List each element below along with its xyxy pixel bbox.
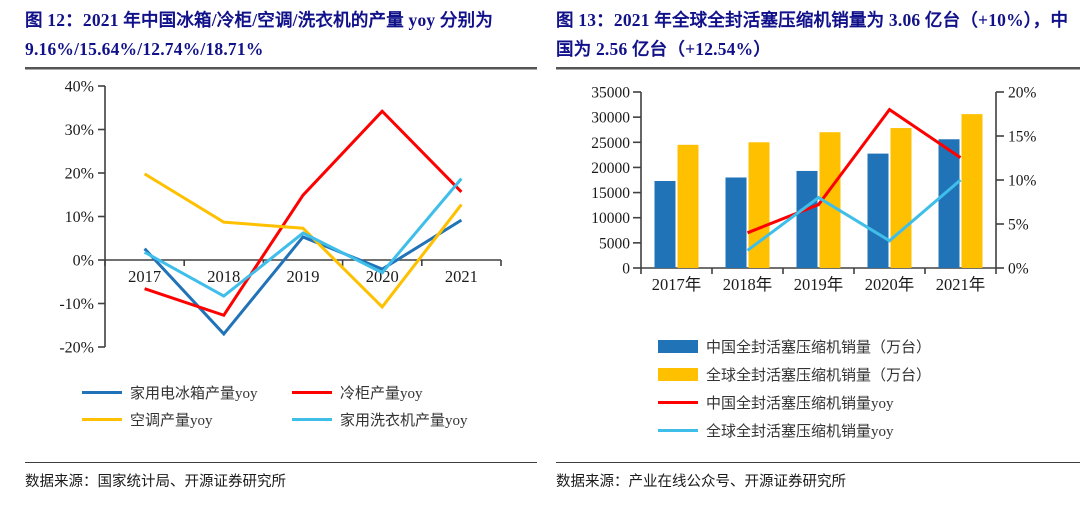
figure-12-title-rule xyxy=(25,67,537,70)
y-axis-tick-label: 20% xyxy=(65,166,94,183)
legend-label: 冷柜产量yoy xyxy=(340,385,423,402)
figure-13-legend: 中国全封活塞压缩机销量（万台） 全球全封活塞压缩机销量（万台） 中国全封活塞压缩机销… xyxy=(658,338,1080,440)
legend-label: 家用电冰箱产量yoy xyxy=(130,385,258,402)
legend-item-0: 中国全封活塞压缩机销量（万台） xyxy=(658,338,1080,356)
x-axis-tick-label: 2017 xyxy=(128,267,161,286)
legend-line-swatch xyxy=(658,428,698,432)
legend-item-3: 家用洗衣机产量yoy xyxy=(292,411,537,429)
bar-series-0-item-2 xyxy=(796,170,818,268)
y-axis-tick-label: 10% xyxy=(65,209,94,226)
legend-item-2: 空调产量yoy xyxy=(82,411,292,429)
legend-item-1: 冷柜产量yoy xyxy=(292,384,537,402)
line-series-3 xyxy=(143,177,463,298)
right-y-axis-tick-label: 5% xyxy=(1008,217,1029,234)
legend-label: 中国全封活塞压缩机销量yoy xyxy=(706,395,894,412)
figure-13-source-block: 数据来源：产业在线公众号、开源证券研究所 xyxy=(556,462,1080,491)
right-y-axis-tick-label: 20% xyxy=(1008,85,1037,102)
legend-label: 家用洗衣机产量yoy xyxy=(340,412,468,429)
left-y-axis-tick-label: 5000 xyxy=(599,235,630,252)
figure-12-title: 图 12：2021 年中国冰箱/冷柜/空调/洗衣机的产量 yoy 分别为 9.1… xyxy=(25,10,494,59)
figure-12-legend: 家用电冰箱产量yoy 冷柜产量yoy 空调产量yoy 家用洗衣机产量yoy xyxy=(82,384,537,429)
right-y-axis-tick-label: 15% xyxy=(1008,129,1037,146)
figure-13-title-rule xyxy=(556,67,1080,70)
legend-label: 全球全封活塞压缩机销量（万台） xyxy=(706,367,932,384)
legend-line-swatch xyxy=(82,390,122,394)
figure-12-line-chart: 40% 30% 20% 10% 0% -10% -20% 2017 2018 2019 2020 20… xyxy=(59,79,502,357)
left-y-axis-tick-label: 0 xyxy=(622,261,630,278)
x-axis-tick-label: 2021年 xyxy=(936,275,986,294)
x-axis-tick-label: 2020 xyxy=(366,267,399,286)
line-series-2 xyxy=(143,172,463,310)
bar-series-0-item-1 xyxy=(725,177,747,268)
left-y-axis-tick-label: 10000 xyxy=(591,210,630,227)
x-axis-tick-label: 2021 xyxy=(445,267,478,286)
left-y-axis-tick-label: 15000 xyxy=(591,185,630,202)
yoy-line-series-1 xyxy=(746,178,962,252)
right-y-axis-tick-label: 10% xyxy=(1008,173,1037,190)
bar-series-0-item-4 xyxy=(938,139,960,268)
figure-12-source-rule xyxy=(25,462,537,463)
legend-label: 空调产量yoy xyxy=(130,412,213,429)
figure-13-source: 数据来源：产业在线公众号、开源证券研究所 xyxy=(556,474,846,490)
x-axis-tick-label: 2018 xyxy=(207,267,240,286)
legend-label: 全球全封活塞压缩机销量yoy xyxy=(706,423,894,440)
x-axis-tick-label: 2020年 xyxy=(865,275,915,294)
y-axis-tick-label: 40% xyxy=(65,79,94,96)
legend-bar-swatch xyxy=(658,339,698,353)
yoy-line-series-0 xyxy=(746,107,962,235)
left-y-axis-tick-label: 25000 xyxy=(591,135,630,152)
left-y-axis-tick-label: 20000 xyxy=(591,160,630,177)
bar-series-1-item-4 xyxy=(961,114,983,268)
figure-13-combo-chart: 0 5000 10000 15000 20000 25000 30000 35000 0% 5% 1… xyxy=(591,85,1037,295)
legend-item-0: 家用电冰箱产量yoy xyxy=(82,384,292,402)
x-axis-tick-label: 2017年 xyxy=(652,275,702,294)
figure-12-panel: 图 12：2021 年中国冰箱/冷柜/空调/洗衣机的产量 yoy 分别为 9.1… xyxy=(25,6,537,504)
legend-line-swatch xyxy=(658,400,698,404)
right-y-axis-tick-label: 0% xyxy=(1008,261,1029,278)
bar-series-0-item-3 xyxy=(867,153,889,268)
figure-13-panel: 图 13：2021 年全球全封活塞压缩机销量为 3.06 亿台（+10%），中国… xyxy=(556,6,1080,504)
x-axis-tick-label: 2019 xyxy=(287,267,320,286)
legend-item-3: 全球全封活塞压缩机销量yoy xyxy=(658,422,1080,440)
y-axis-tick-label: 0% xyxy=(73,253,94,270)
legend-bar-swatch xyxy=(658,367,698,381)
bar-series-0-item-0 xyxy=(654,181,676,268)
figure-12-source-block: 数据来源：国家统计局、开源证券研究所 xyxy=(25,462,537,491)
legend-line-swatch xyxy=(82,417,122,421)
left-y-axis-tick-label: 35000 xyxy=(591,85,630,102)
legend-label: 中国全封活塞压缩机销量（万台） xyxy=(706,339,932,356)
legend-line-swatch xyxy=(292,390,332,394)
x-axis-tick-label: 2019年 xyxy=(794,275,844,294)
y-axis-tick-label: -10% xyxy=(59,296,94,313)
bar-series-1-item-3 xyxy=(890,128,912,268)
left-y-axis-tick-label: 30000 xyxy=(591,110,630,127)
figure-13-source-rule xyxy=(556,462,1080,463)
line-series-1 xyxy=(144,109,463,318)
legend-item-2: 中国全封活塞压缩机销量yoy xyxy=(658,394,1080,412)
figure-12-source: 数据来源：国家统计局、开源证券研究所 xyxy=(25,474,286,490)
y-axis-tick-label: 30% xyxy=(65,122,94,139)
bar-series-1-item-2 xyxy=(819,132,841,268)
bar-series-1-item-0 xyxy=(677,144,699,268)
legend-item-1: 全球全封活塞压缩机销量（万台） xyxy=(658,366,1080,384)
legend-line-swatch xyxy=(292,417,332,421)
y-axis-tick-label: -20% xyxy=(59,340,94,357)
figure-13-title: 图 13：2021 年全球全封活塞压缩机销量为 3.06 亿台（+10%），中国… xyxy=(556,10,1069,59)
x-axis-tick-label: 2018年 xyxy=(723,275,773,294)
